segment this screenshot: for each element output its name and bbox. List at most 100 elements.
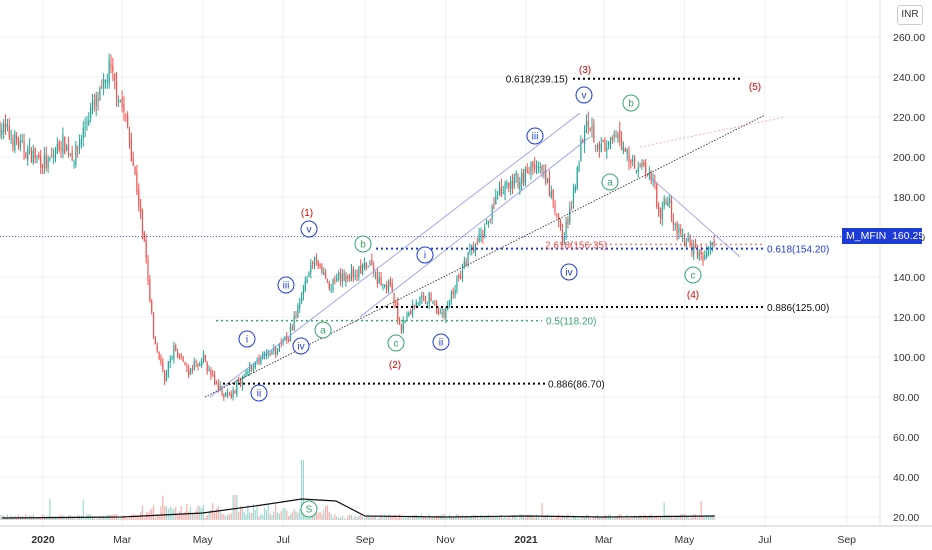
annotations: 0.618(239.15) 0.886(86.70) 0.5(118.20) 0.88… [0, 65, 842, 518]
volume-bar [25, 514, 27, 520]
candle-body [40, 155, 42, 168]
candle-body [93, 102, 95, 104]
volume-bar [337, 518, 340, 520]
volume-bar [376, 518, 378, 520]
candle-body [27, 149, 29, 161]
candle-body [182, 357, 184, 362]
volume-bar [482, 517, 484, 520]
volume-bar [302, 460, 304, 520]
volume-bar [289, 514, 292, 520]
candle-body [238, 380, 240, 382]
candle-body [162, 362, 164, 370]
volume-bar [295, 511, 297, 520]
channel-line-down [649, 176, 741, 258]
candle-body [406, 314, 408, 320]
candle-body [539, 166, 541, 169]
volume-bar [308, 516, 310, 520]
candle-body [273, 347, 275, 351]
candle-body [97, 98, 99, 102]
candle-body [559, 221, 562, 228]
volume-bar [556, 516, 558, 520]
volume-bar [630, 515, 632, 520]
y-tick-label: 40.00 [893, 472, 919, 484]
volume-bar [522, 516, 525, 520]
candle-body [177, 351, 179, 357]
volume-bar [73, 516, 75, 520]
candle-body [17, 142, 20, 148]
candle-body [80, 139, 82, 145]
candle-body [621, 139, 623, 150]
candle-body [254, 361, 256, 368]
candle-body [275, 347, 277, 355]
channel-line-pink [639, 116, 786, 148]
candle-body [521, 173, 523, 184]
candle-body [543, 171, 545, 173]
volume-bar [267, 503, 269, 520]
volume-bar [271, 515, 273, 520]
candle-body [147, 258, 149, 281]
volume-bar [506, 518, 508, 520]
volume-bar [175, 506, 177, 520]
x-tick-label: May [674, 534, 695, 546]
x-tick-label: Sep [356, 534, 375, 546]
volume-bar [643, 514, 645, 520]
volume-bar [397, 518, 399, 520]
candle-body [506, 183, 508, 186]
volume-bar [493, 516, 495, 520]
candle-body [463, 260, 465, 265]
volume-bar [123, 515, 125, 520]
candle-body [60, 148, 62, 150]
candle-body [152, 312, 155, 338]
volume-bar [554, 518, 556, 520]
candle-body [25, 152, 27, 159]
volume-bar [191, 513, 193, 520]
volume-bar [511, 515, 514, 520]
volume-bar [201, 508, 203, 520]
candle-body [391, 283, 393, 292]
candle-body [622, 146, 625, 153]
currency-badge[interactable]: INR [897, 5, 923, 25]
candle-body [552, 189, 554, 201]
volume-bar [474, 515, 477, 520]
candle-body [326, 278, 329, 281]
x-tick-label: Jul [276, 534, 289, 546]
candle-body [14, 133, 16, 151]
volume-bar [695, 514, 697, 520]
volume-bar [365, 516, 367, 520]
candle-body [184, 362, 186, 366]
volume-bar [476, 515, 478, 520]
x-tick-label: Jul [758, 534, 771, 546]
candle-body [165, 373, 168, 381]
volume-bar [152, 505, 155, 520]
volume-bar [38, 517, 40, 520]
volume-bar [547, 514, 549, 520]
candle-body [502, 192, 504, 194]
volume-bar [66, 517, 68, 520]
volume-bar [524, 517, 526, 520]
candle-body [41, 164, 44, 169]
candle-body [267, 354, 269, 356]
volume-bar [265, 510, 267, 520]
candle-body [515, 173, 517, 177]
volume-bar [251, 513, 253, 520]
volume-bar [223, 514, 225, 520]
volume-bar [317, 512, 319, 520]
candle-body [271, 351, 273, 355]
volume-bar [648, 514, 650, 520]
volume-bar [278, 513, 280, 520]
candle-body [115, 81, 118, 98]
y-tick-label: 100.00 [893, 352, 925, 364]
candle-body [312, 262, 314, 264]
volume-bar [297, 512, 299, 520]
volume-bar [645, 515, 647, 520]
candle-body [554, 202, 556, 212]
volume-bar [275, 504, 277, 520]
candle-body [702, 256, 704, 261]
candle-body [252, 368, 255, 370]
volume-bar [541, 502, 543, 520]
volume-bar [519, 514, 521, 520]
x-tick-label: Mar [113, 534, 132, 546]
volume-bar [180, 506, 182, 520]
candle-body [400, 325, 403, 331]
